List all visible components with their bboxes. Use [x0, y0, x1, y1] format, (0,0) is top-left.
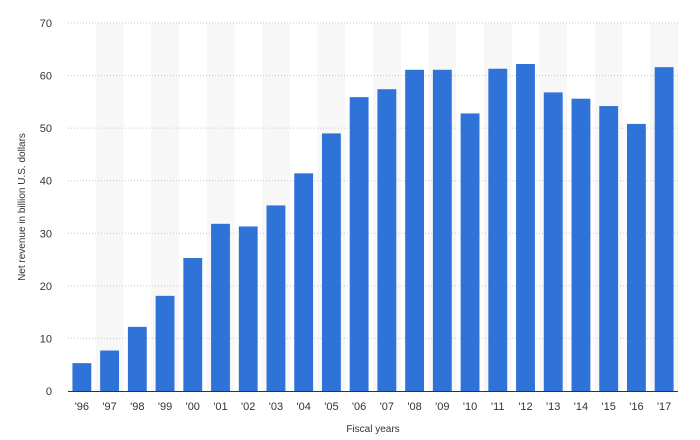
x-tick-label: '06	[352, 401, 366, 413]
x-tick-label: '00	[186, 401, 200, 413]
x-tick-label: '12	[518, 401, 532, 413]
x-tick-label: '02	[241, 401, 255, 413]
x-tick-label: '14	[574, 401, 588, 413]
bar-17[interactable]	[543, 92, 563, 391]
x-tick-label: '97	[102, 401, 116, 413]
y-tick-label: 70	[40, 18, 52, 30]
y-tick-label: 40	[40, 176, 52, 188]
bar-16[interactable]	[516, 64, 535, 392]
bar-10[interactable]	[349, 97, 369, 391]
x-tick-label: '16	[629, 401, 643, 413]
bar-12[interactable]	[405, 69, 425, 391]
x-tick-label: '03	[269, 401, 283, 413]
bar-4[interactable]	[183, 257, 203, 391]
x-tick-label: '11	[491, 401, 505, 413]
y-tick-label: 10	[40, 333, 52, 345]
x-tick-label: '15	[602, 401, 616, 413]
y-tick-label: 0	[46, 386, 52, 398]
bar-8[interactable]	[294, 173, 314, 391]
x-tick-label: '09	[435, 401, 449, 413]
x-axis: '96 '97 '98 '99 '00 '01 '02 '03 '04 '05 '06 '07 '08 '…	[75, 401, 672, 413]
x-tick-label: '01	[213, 401, 227, 413]
x-tick-label: '17	[657, 401, 671, 413]
bar-1[interactable]	[100, 350, 120, 391]
y-tick-label: 50	[40, 123, 52, 135]
bar-18[interactable]	[571, 98, 591, 392]
background-band	[95, 23, 124, 391]
bar-3[interactable]	[155, 295, 175, 391]
bar-15[interactable]	[488, 68, 508, 391]
bar-14[interactable]	[460, 113, 480, 392]
bar-7[interactable]	[266, 205, 286, 391]
bar-5[interactable]	[211, 223, 230, 391]
y-axis-title: Net revenue in billion U.S. dollars	[17, 133, 28, 281]
bar-6[interactable]	[238, 226, 258, 391]
x-tick-label: '13	[546, 401, 560, 413]
bar-13[interactable]	[432, 69, 452, 391]
x-tick-label: '05	[324, 401, 338, 413]
x-tick-label: '10	[463, 401, 477, 413]
x-axis-title: Fiscal years	[346, 424, 399, 435]
bars	[72, 64, 674, 392]
y-tick-label: 20	[40, 281, 52, 293]
y-tick-label: 60	[40, 71, 52, 83]
bar-2[interactable]	[127, 326, 147, 391]
bar-11[interactable]	[377, 89, 397, 392]
x-tick-label: '98	[130, 401, 144, 413]
x-tick-label: '08	[407, 401, 421, 413]
y-tick-label: 30	[40, 228, 52, 240]
bar-0[interactable]	[72, 363, 92, 391]
x-tick-label: '04	[297, 401, 311, 413]
x-tick-label: '07	[380, 401, 394, 413]
bar-19[interactable]	[599, 106, 619, 391]
x-tick-label: '99	[158, 401, 172, 413]
bar-21[interactable]	[654, 67, 674, 391]
x-tick-label: '96	[75, 401, 89, 413]
bar-9[interactable]	[321, 133, 341, 391]
y-axis: 0 10 20 30 40 50 60 70	[40, 18, 52, 398]
bar-20[interactable]	[626, 123, 646, 392]
